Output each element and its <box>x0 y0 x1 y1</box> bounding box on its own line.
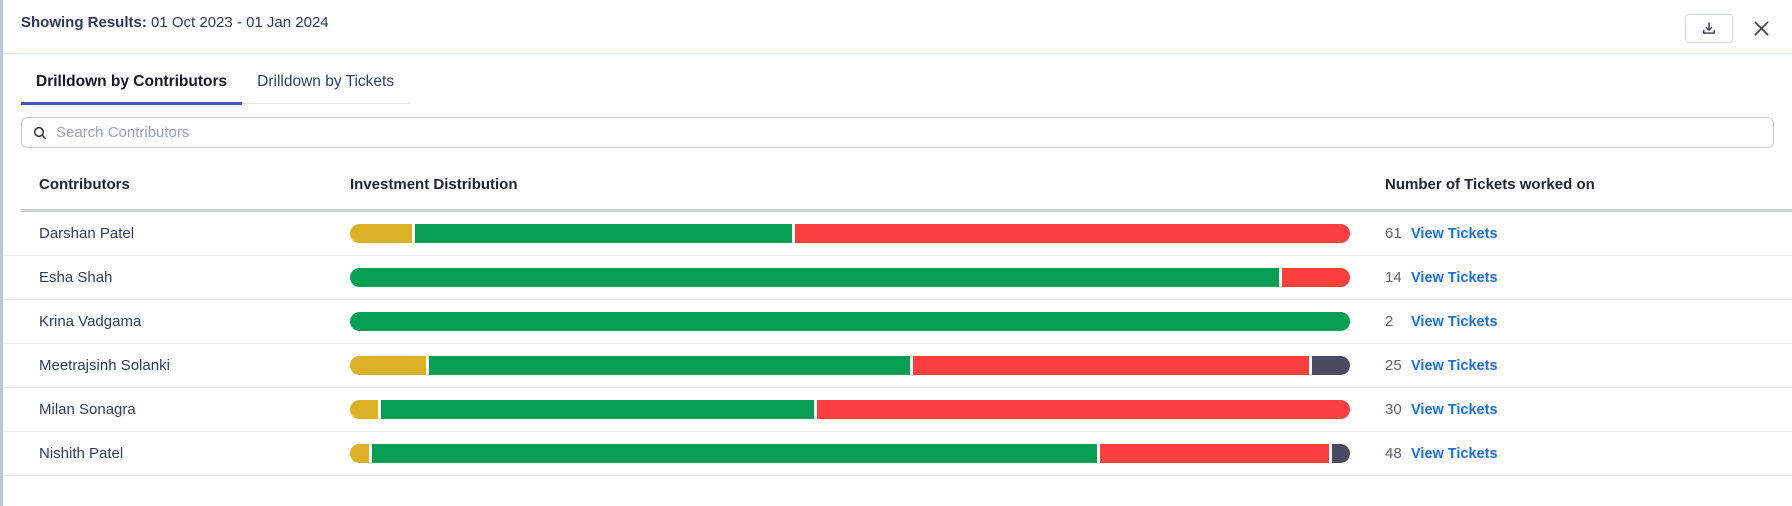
view-tickets-link[interactable]: View Tickets <box>1411 401 1498 418</box>
contributor-name: Esha Shah <box>39 269 113 286</box>
column-header-contributors: Contributors <box>39 176 130 193</box>
tickets-count: 2 <box>1385 313 1394 330</box>
bar-segment-green <box>429 356 911 375</box>
tickets-count: 25 <box>1385 357 1402 374</box>
bar-segment-dark <box>1332 444 1350 463</box>
view-tickets-link[interactable]: View Tickets <box>1411 313 1498 330</box>
tickets-count: 30 <box>1385 401 1402 418</box>
download-icon <box>1700 20 1718 38</box>
view-tickets-link[interactable]: View Tickets <box>1411 357 1498 374</box>
tab-drilldown-by-tickets[interactable]: Drilldown by Tickets <box>257 73 395 90</box>
bar-segment-red <box>1100 444 1330 463</box>
table-row: Nishith Patel 48 View Tickets <box>3 432 1792 476</box>
investment-bar <box>350 268 1350 287</box>
investment-bar <box>350 444 1350 463</box>
table-header: Contributors Investment Distribution Num… <box>3 176 1792 193</box>
investment-bar <box>350 312 1350 331</box>
table-row: Krina Vadgama 2 View Tickets <box>3 300 1792 344</box>
topbar: Showing Results: 01 Oct 2023 - 01 Jan 20… <box>3 0 1792 54</box>
contributor-name: Nishith Patel <box>39 445 124 462</box>
date-range-value: 01 Oct 2023 - 01 Jan 2024 <box>151 14 329 31</box>
topbar-actions <box>1685 14 1772 43</box>
tickets-count: 14 <box>1385 269 1402 286</box>
column-header-tickets: Number of Tickets worked on <box>1385 176 1595 193</box>
bar-segment-yellow <box>350 400 378 419</box>
bar-segment-red <box>1282 268 1350 287</box>
search-bar[interactable] <box>21 117 1774 148</box>
tickets-count: 48 <box>1385 445 1402 462</box>
contributor-name: Meetrajsinh Solanki <box>39 357 170 374</box>
search-icon <box>32 125 48 141</box>
bar-segment-green <box>381 400 814 419</box>
column-header-investment-distribution: Investment Distribution <box>350 176 518 193</box>
bar-segment-green <box>350 312 1350 331</box>
bar-segment-yellow <box>350 224 412 243</box>
contributor-name: Darshan Patel <box>39 225 135 242</box>
contributor-name: Milan Sonagra <box>39 401 136 418</box>
table-row: Darshan Patel 61 View Tickets <box>3 212 1792 256</box>
close-button[interactable] <box>1751 18 1772 39</box>
investment-bar <box>350 400 1350 419</box>
tab-bar: Drilldown by Contributors Drilldown by T… <box>21 65 410 105</box>
bar-segment-red <box>795 224 1350 243</box>
investment-bar <box>350 224 1350 243</box>
bar-segment-green <box>371 444 1098 463</box>
close-icon <box>1751 18 1772 39</box>
download-button[interactable] <box>1685 14 1733 43</box>
table-row: Milan Sonagra 30 View Tickets <box>3 388 1792 432</box>
table-row: Esha Shah 14 View Tickets <box>3 256 1792 300</box>
view-tickets-link[interactable]: View Tickets <box>1411 225 1498 242</box>
contributor-name: Krina Vadgama <box>39 313 142 330</box>
tab-drilldown-by-contributors[interactable]: Drilldown by Contributors <box>21 65 243 105</box>
bar-segment-red <box>913 356 1309 375</box>
bar-segment-red <box>817 400 1350 419</box>
bar-segment-yellow <box>350 444 369 463</box>
investment-bar <box>350 356 1350 375</box>
search-input[interactable] <box>56 124 1763 141</box>
bar-segment-dark <box>1311 356 1350 375</box>
table-row: Meetrajsinh Solanki 25 View Tickets <box>3 344 1792 388</box>
bar-segment-green <box>350 268 1280 287</box>
view-tickets-link[interactable]: View Tickets <box>1411 269 1498 286</box>
view-tickets-link[interactable]: View Tickets <box>1411 445 1498 462</box>
showing-results-label: Showing Results: <box>21 14 147 31</box>
header-divider <box>21 209 1792 212</box>
showing-results-text: Showing Results: 01 Oct 2023 - 01 Jan 20… <box>21 12 329 31</box>
table-body: Darshan Patel 61 View Tickets Esha Shah … <box>3 212 1792 476</box>
bar-segment-yellow <box>350 356 427 375</box>
bar-segment-green <box>414 224 793 243</box>
tickets-count: 61 <box>1385 225 1402 242</box>
